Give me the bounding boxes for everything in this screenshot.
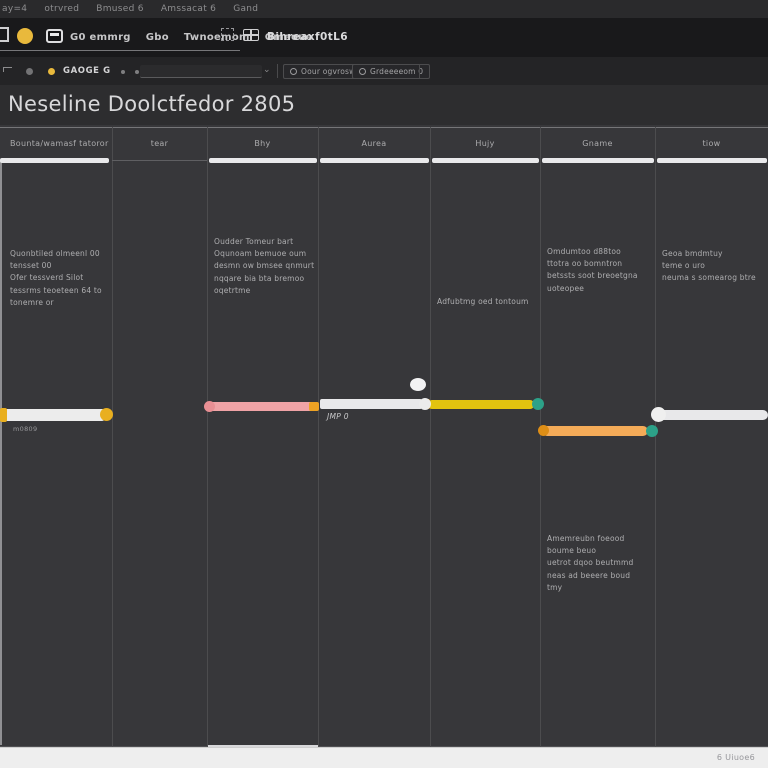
title-bar: Neseline Doolctfedor 2805 (0, 85, 768, 125)
app-brand-label: Bihreaxf0tL6 (267, 31, 348, 43)
radio-circle-icon (290, 68, 297, 75)
header-underline (657, 158, 767, 163)
menu-item[interactable]: ay=4 (2, 4, 28, 14)
board-name-label[interactable]: GAOGE G (63, 66, 111, 76)
note-text: Omdumtoo d88too ttotra oo bomntron betssts… (547, 247, 638, 293)
search-input[interactable] (140, 65, 262, 78)
column-header: tear (150, 139, 169, 148)
filter-pill-label: Grdeeeeom 0 (370, 67, 424, 76)
note-text: Quonbtiled olmeenl 00 tensset 00 Ofer tess… (10, 249, 102, 307)
column-header: Aurea (361, 139, 387, 148)
table-grid-icon[interactable] (243, 29, 259, 41)
bar-cap-icon (309, 402, 319, 411)
bar-cap-icon (538, 425, 549, 436)
column-header: Gname (582, 139, 613, 148)
note-text: Oudder Tomeur bart Oqunoam bemuoe oum desm… (214, 237, 315, 295)
timeline-grid: Bounta/wamasf tatoror tear Bhy Aurea Hujy Gna… (0, 125, 768, 747)
grid-bottom-border (0, 746, 768, 747)
menu-item[interactable]: Amssacat 6 (160, 4, 217, 14)
bar-label: JMP 0 (327, 412, 349, 421)
status-text: 6 Uiuoe6 (716, 753, 755, 762)
toolbar-separator (277, 64, 278, 78)
note-text: Adfubtmg oed tontoum (437, 297, 529, 306)
panel-icon[interactable] (46, 29, 63, 43)
header-underline (432, 158, 539, 163)
status-bar: 6 Uiuoe6 (0, 747, 768, 768)
column-border (318, 127, 319, 747)
bar-white-2[interactable] (320, 399, 422, 409)
active-dot-icon (48, 68, 55, 75)
toolbar-separator (419, 64, 420, 78)
toolbar-menu-item[interactable]: Gbo (145, 32, 169, 43)
menu-item[interactable]: otrvred (44, 4, 80, 14)
radio-circle-icon (359, 68, 366, 75)
menu-item[interactable]: Bmused 6 (96, 4, 144, 14)
window-icon[interactable] (0, 27, 9, 42)
column-border (112, 127, 113, 747)
bar-yellow[interactable] (428, 400, 534, 409)
note-text: Amemreubn foeood boume beuo uetrot dqoo be… (547, 534, 634, 592)
bar-cap-icon (532, 398, 544, 410)
chevron-down-icon[interactable]: ⌄ (263, 65, 271, 75)
bar-white-1[interactable] (1, 409, 105, 421)
corner-glyph-icon (3, 67, 12, 72)
toolbar-menu-item[interactable]: Twnoemom (183, 32, 250, 43)
bar-cap-icon (419, 398, 431, 410)
page-title: Neseline Doolctfedor 2805 (8, 92, 296, 116)
note-text: Geoa bmdmtuy teme o uro neuma s somearog b… (662, 249, 756, 283)
bar-cap-icon (0, 408, 7, 422)
bar-label: m0809 (13, 425, 38, 433)
bar-cap-icon (100, 408, 113, 421)
mini-dot-icon (121, 70, 125, 74)
toolbar-divider (0, 49, 240, 51)
mini-dot-icon (135, 70, 139, 74)
bar-cap-icon (651, 407, 666, 422)
toolbar-menus: G0 emmrg Gbo Twnoemom Gmeoue (70, 18, 313, 57)
column-header: Bounta/wamasf tatoror (10, 139, 109, 148)
selection-frame-icon[interactable] (221, 28, 234, 41)
header-underline (542, 158, 654, 163)
bar-cap-icon (204, 401, 215, 412)
status-dot-icon (26, 68, 33, 75)
filter-pill-button[interactable]: Oour ogvroswd (283, 64, 368, 79)
header-underline (0, 158, 109, 163)
main-toolbar: G0 emmrg Gbo Twnoemom Gmeoue Bihreaxf0tL… (0, 18, 768, 57)
secondary-toolbar: GAOGE G ⌄ Oour ogvroswd Grdeeeeom 0 (0, 57, 768, 85)
filter-pill-button[interactable]: Grdeeeeom 0 (352, 64, 431, 79)
header-underline (320, 158, 429, 163)
header-underline (112, 160, 207, 161)
milestone-dot[interactable] (410, 378, 426, 391)
grid-bottom-highlight (207, 745, 318, 747)
menu-bar: ay=4 otrvred Bmused 6 Amssacat 6 Gand (0, 0, 768, 18)
column-border (430, 127, 431, 747)
grid-left-edge (0, 161, 2, 745)
menu-item[interactable]: Gand (233, 4, 259, 14)
column-border (540, 127, 541, 747)
record-dot-icon[interactable] (17, 28, 33, 44)
toolbar-menu-item[interactable]: Gmeoue (264, 32, 313, 43)
bar-cap-icon (646, 425, 658, 437)
toolbar-menu-item[interactable]: G0 emmrg (70, 32, 131, 43)
header-underline (209, 158, 317, 163)
column-border (207, 127, 208, 747)
grid-top-border (0, 127, 768, 128)
column-border (655, 127, 656, 747)
bar-pink[interactable] (207, 402, 319, 411)
column-header: tiow (702, 139, 721, 148)
filter-pill-label: Oour ogvroswd (301, 67, 361, 76)
bar-white-3[interactable] (658, 410, 768, 420)
column-header: Bhy (254, 139, 271, 148)
bar-orange[interactable] (542, 426, 648, 436)
column-header: Hujy (475, 139, 495, 148)
